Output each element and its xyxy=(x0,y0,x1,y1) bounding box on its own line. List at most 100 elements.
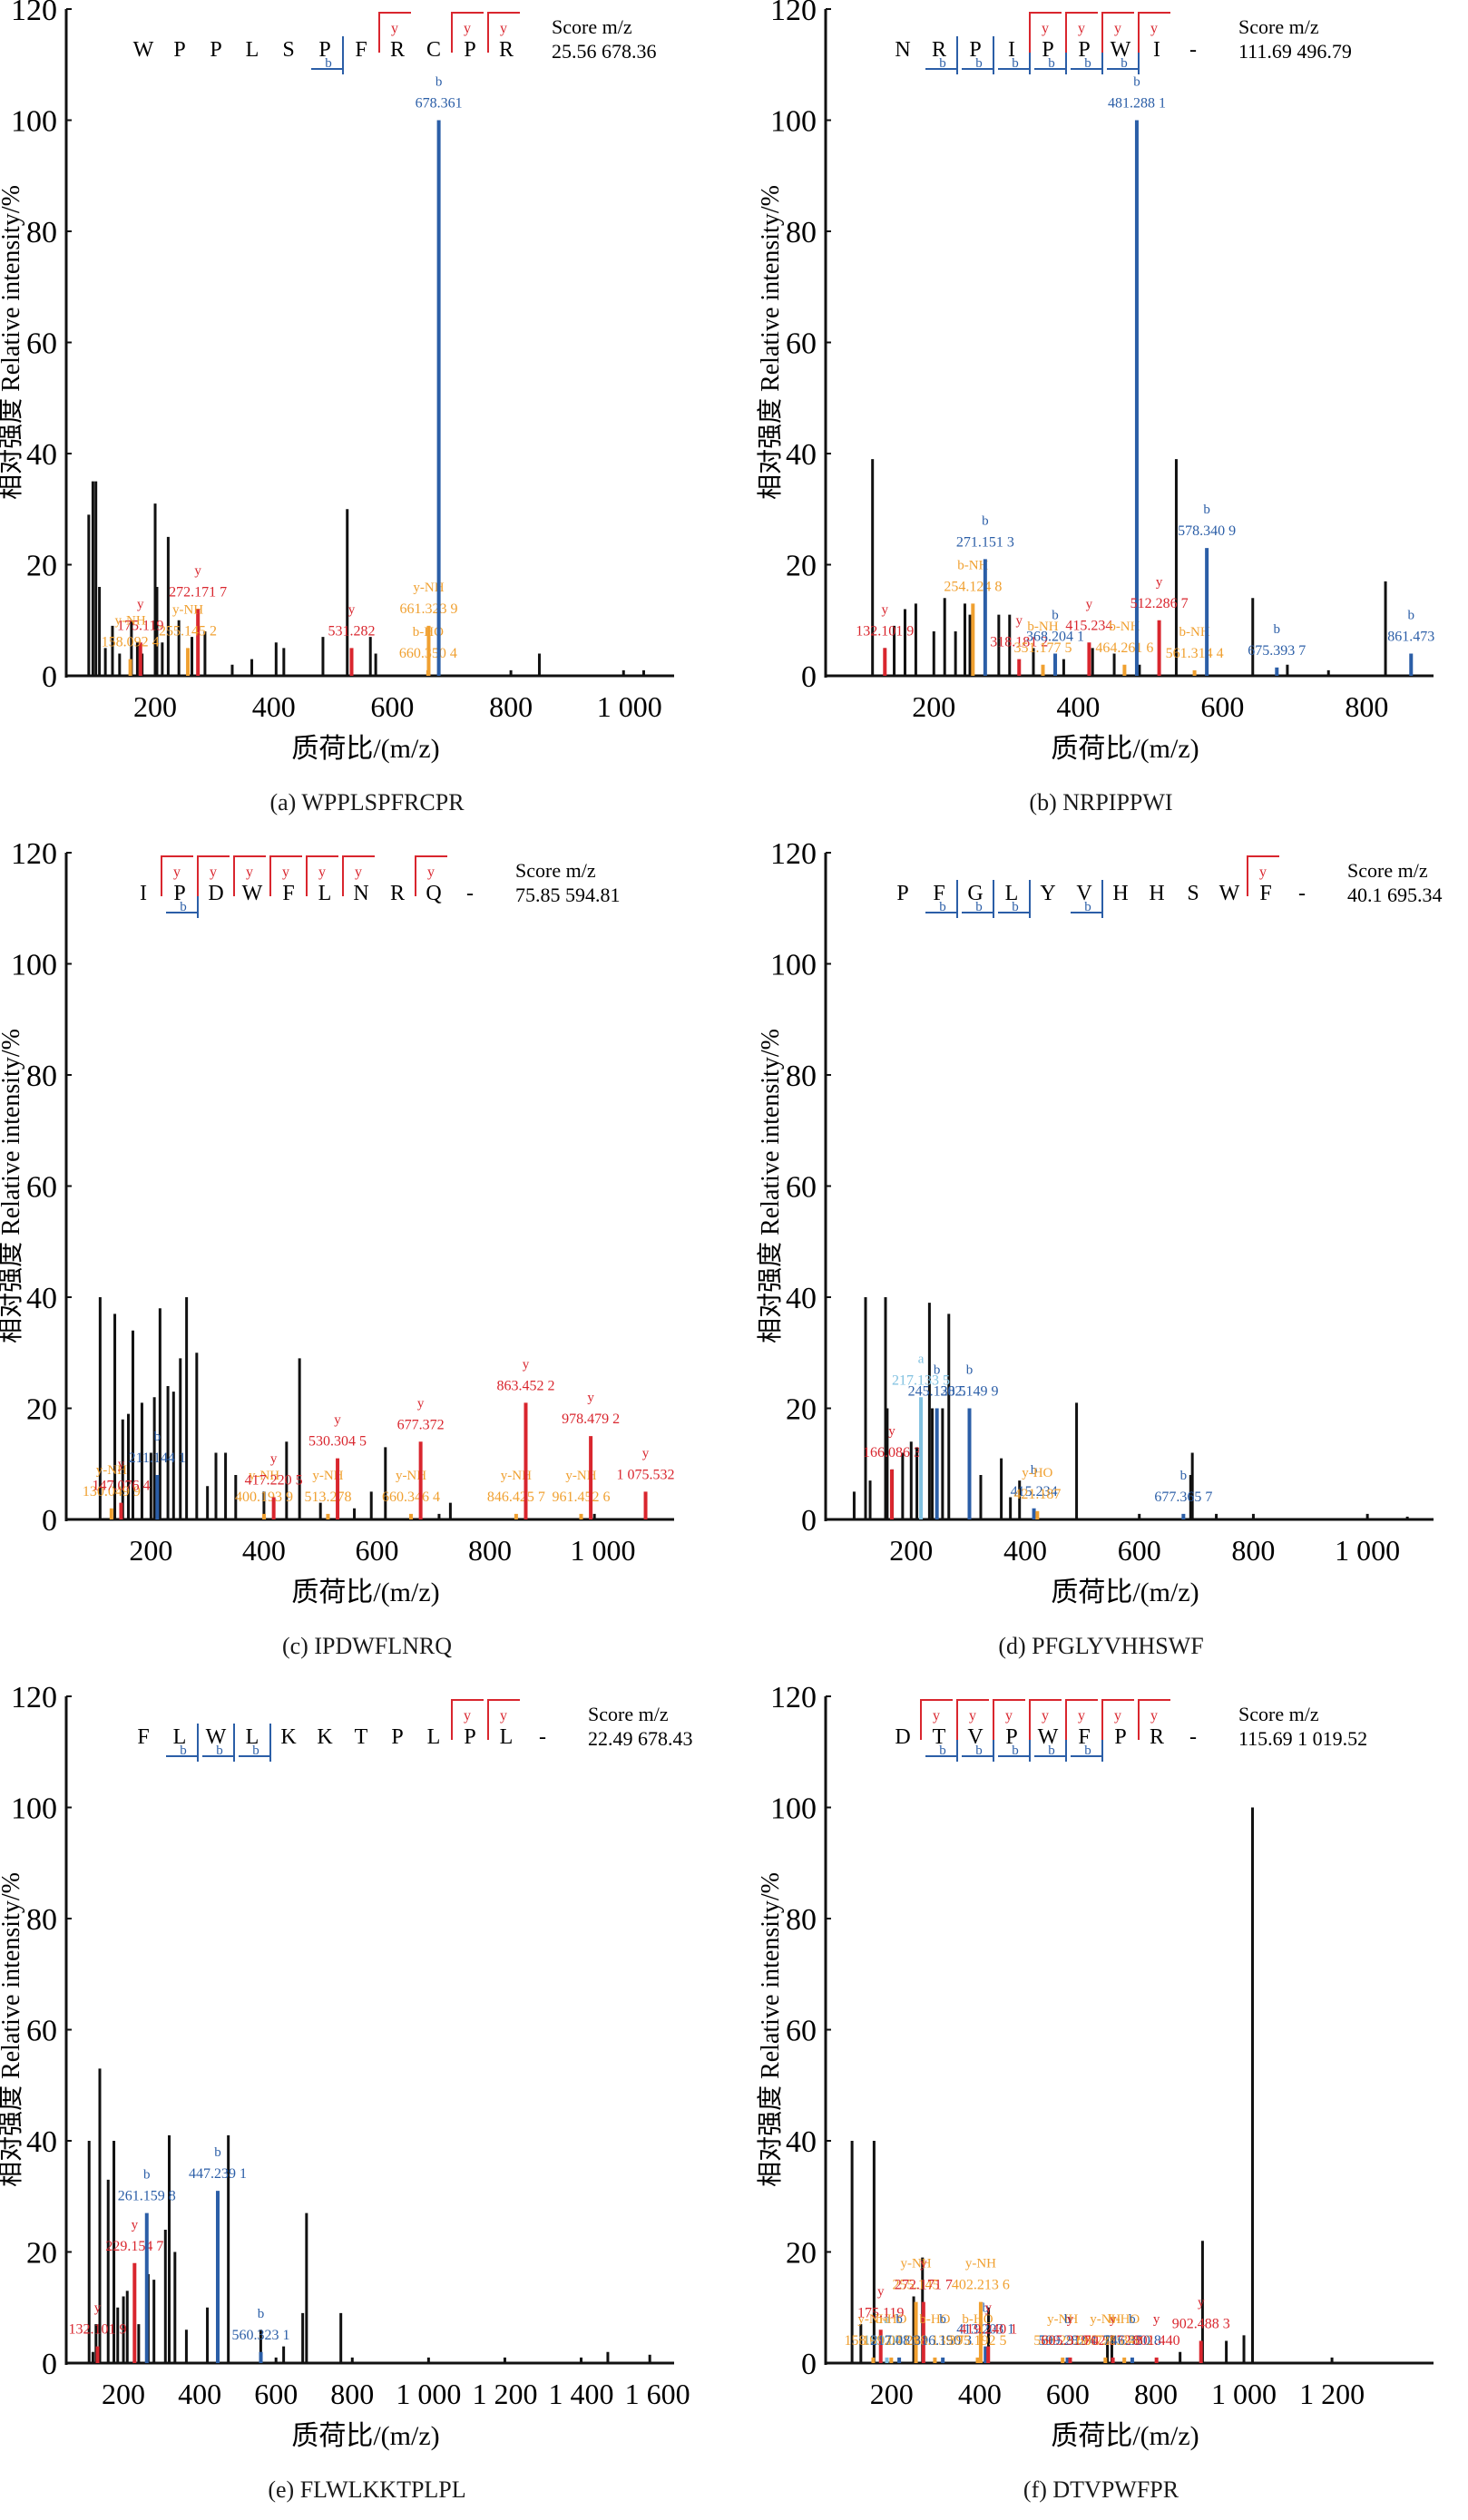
y-axis-label: 相对强度 Relative intensity/% xyxy=(756,1029,785,1343)
sequence-residue: D xyxy=(208,882,223,905)
y-ion-bracket xyxy=(1247,855,1279,896)
peak-mz-label: 316.150 3 xyxy=(914,2333,972,2349)
sequence-residue: T xyxy=(933,1725,946,1749)
peak-ion-label: b-HO xyxy=(876,2312,906,2327)
y-ion-mark: y xyxy=(1150,21,1158,36)
peak-mz-label: 217.081 9 xyxy=(870,2333,928,2349)
peak-ion-label: b xyxy=(1064,2312,1072,2327)
y-axis-label: 相对强度 Relative intensity/% xyxy=(756,185,785,500)
y-ion-bracket xyxy=(451,12,484,53)
x-tick-label: 600 xyxy=(1118,1534,1161,1567)
y-tick-label: 80 xyxy=(786,1903,817,1937)
y-tick-label: 0 xyxy=(801,1504,817,1538)
y-tick-label: 60 xyxy=(786,1171,817,1205)
peak-ion-label: b-HO xyxy=(1109,2312,1140,2327)
y-ion-mark: y xyxy=(933,1708,940,1724)
y-tick-label: 100 xyxy=(11,1792,57,1826)
x-tick-label: 600 xyxy=(254,2378,298,2410)
peak-ion-label: b xyxy=(154,1430,161,1444)
peak-ion-label: b xyxy=(1052,609,1059,623)
y-ion-bracket xyxy=(487,1699,520,1740)
peak-mz-label: 685.345 7 xyxy=(1076,2333,1134,2349)
spectrum-panel-a: 相对强度 Relative intensity/% 0 20 40 60 80 100 120… xyxy=(0,0,734,833)
x-tick-label: 800 xyxy=(1134,2378,1178,2410)
peak-mz-label: 132.101 9 xyxy=(69,2322,127,2338)
y-tick-label: 80 xyxy=(26,1903,57,1937)
x-tick-label: 1 600 xyxy=(625,2378,690,2410)
y-tick-label: 0 xyxy=(801,660,817,694)
peak-mz-label: 175.119 xyxy=(857,2305,904,2320)
peak-mz-label: 400.193 9 xyxy=(235,1490,293,1505)
sequence-residue: T xyxy=(355,1725,368,1749)
y-tick-label: 60 xyxy=(26,327,57,361)
y-tick-label: 60 xyxy=(786,327,817,361)
b-ion-mark: b xyxy=(1084,56,1091,71)
peak-ion-label: y-NH xyxy=(857,2312,888,2327)
y-tick-label: 100 xyxy=(770,105,817,139)
peak-mz-label: 661.323 9 xyxy=(399,601,457,617)
x-tick-label: 600 xyxy=(1200,690,1244,723)
y-tick-label: 40 xyxy=(26,2125,57,2159)
b-ion-bracket xyxy=(962,880,994,918)
b-ion-mark: b xyxy=(180,900,187,914)
sequence-residue: P xyxy=(464,38,475,62)
y-ion-mark: y xyxy=(282,864,289,880)
peak-mz-label: 189.087 xyxy=(863,2333,910,2349)
b-ion-mark: b xyxy=(1084,900,1091,914)
peak-ion-label: y-NH xyxy=(965,2257,996,2271)
sequence-residue: W xyxy=(1111,38,1131,62)
b-ion-bracket xyxy=(202,1724,235,1762)
peak-ion-label: y xyxy=(888,1424,895,1439)
b-ion-mark: b xyxy=(1084,1743,1091,1758)
peak-mz-label: 599.282 4 xyxy=(1039,2333,1097,2349)
x-tick-label: 1 000 xyxy=(396,2378,461,2410)
peak-mz-label: 211.144 1 xyxy=(129,1450,186,1466)
y-tick-label: 0 xyxy=(42,660,57,694)
peak-ion-label: b xyxy=(895,2312,903,2327)
y-ion-mark: y xyxy=(318,864,326,880)
peak-mz-label: 588.292 9 xyxy=(1033,2333,1091,2349)
y-tick-label: 120 xyxy=(770,1681,817,1714)
peak-mz-label: 175.119 xyxy=(117,618,163,633)
sequence-residue: L xyxy=(427,1725,441,1749)
peak-mz-label: 531.282 xyxy=(328,623,376,639)
peak-mz-label: 678.361 xyxy=(416,96,463,112)
sequence-residue: W xyxy=(242,882,263,905)
peak-mz-label: 660.346 4 xyxy=(382,1490,440,1505)
peak-mz-label: 217.133 5 xyxy=(892,1372,950,1388)
score-values: 25.56 678.36 xyxy=(552,40,657,63)
y-ion-bracket xyxy=(1065,1699,1098,1740)
y-ion-bracket xyxy=(993,1699,1025,1740)
peak-mz-label: 978.479 2 xyxy=(562,1411,620,1427)
b-ion-mark: b xyxy=(180,1743,187,1758)
sequence-residue: K xyxy=(280,1725,297,1749)
sequence-residue: W xyxy=(1038,1725,1059,1749)
peak-ion-label: y xyxy=(984,2301,992,2316)
sequence-residue: R xyxy=(932,38,946,62)
peak-ion-label: y xyxy=(1016,614,1023,629)
peak-ion-label: b xyxy=(1203,503,1210,517)
x-tick-label: 200 xyxy=(889,1534,933,1567)
y-ion-bracket xyxy=(1065,12,1098,53)
peak-mz-label: 229.154 7 xyxy=(105,2239,163,2254)
score-header: Score m/z xyxy=(515,859,596,882)
sequence-residue: F xyxy=(1259,882,1271,905)
sequence-residue: V xyxy=(967,1725,984,1749)
panel-caption: (b) NRPIPPWI xyxy=(1029,789,1173,816)
x-tick-label: 1 000 xyxy=(571,1534,636,1567)
sequence-residue: S xyxy=(1187,882,1199,905)
spectrum-panel-f: 相对强度 Relative intensity/% 0 20 40 60 80 100 120… xyxy=(734,1681,1468,2520)
y-tick-label: 80 xyxy=(786,216,817,249)
x-tick-label: 200 xyxy=(129,1534,172,1567)
y-tick-label: 0 xyxy=(42,1504,57,1538)
peak-ion-label: y-NH xyxy=(1090,2312,1121,2327)
peak-ion-label: b xyxy=(214,2145,221,2160)
y-tick-label: 40 xyxy=(26,438,57,472)
sequence-residue: P xyxy=(464,1725,475,1749)
y-axis-label: 相对强度 Relative intensity/% xyxy=(0,1872,25,2187)
peak-mz-label: 351.177 5 xyxy=(1013,640,1072,656)
peak-mz-label: 578.340 9 xyxy=(1178,523,1236,539)
y-axis-label: 相对强度 Relative intensity/% xyxy=(0,185,25,500)
y-ion-bracket xyxy=(1138,12,1170,53)
b-ion-bracket xyxy=(239,1724,271,1762)
